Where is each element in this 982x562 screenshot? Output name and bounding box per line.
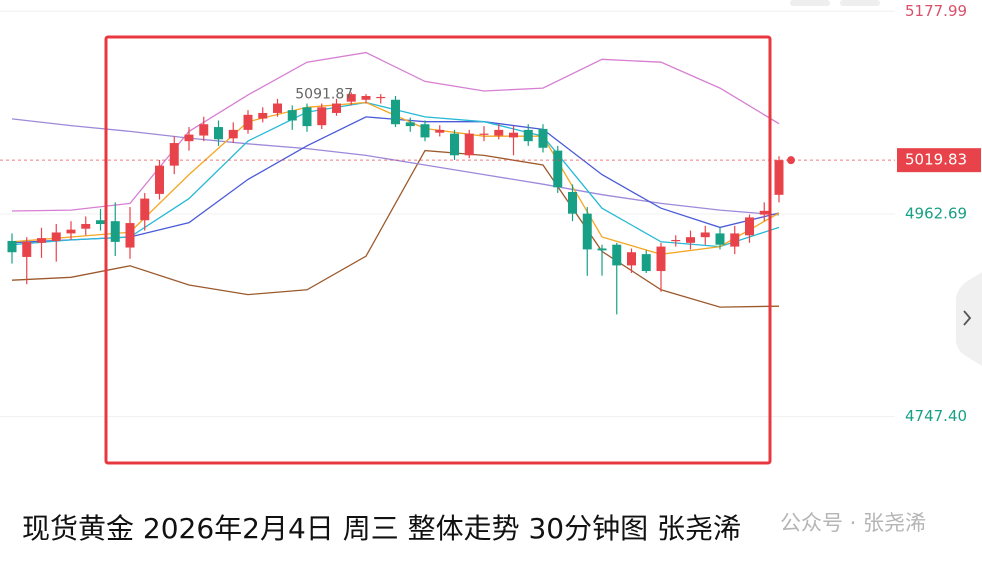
- candle-body: [568, 192, 577, 214]
- candle-body: [523, 129, 533, 142]
- candle-body: [715, 233, 725, 245]
- candle-body: [450, 133, 459, 156]
- caption: 现货黄金 2026年2月4日 周三 整体走势 30分钟图 张尧浠: [22, 512, 741, 545]
- highlight-box: [104, 35, 772, 465]
- candle-body: [686, 237, 695, 243]
- candle-body: [494, 129, 504, 136]
- scroll-button[interactable]: [956, 272, 982, 366]
- candle-body: [553, 150, 563, 188]
- current-price-dot: [787, 156, 795, 165]
- candle-body: [214, 127, 223, 140]
- y-tick-label: 5177.99: [905, 2, 967, 20]
- candle-body: [759, 210, 769, 215]
- watermark: 公众号 · 张尧浠: [780, 511, 926, 535]
- candle-body: [597, 248, 607, 251]
- candle-body: [700, 232, 710, 238]
- candle-body: [155, 165, 164, 194]
- candle-body: [745, 217, 754, 236]
- candle-body: [627, 252, 636, 266]
- candle-body: [730, 233, 740, 247]
- candle-body: [435, 129, 445, 133]
- candle-body: [376, 96, 386, 99]
- plot-area: 5091.87: [0, 10, 895, 418]
- toolbar-button[interactable]: [840, 0, 880, 6]
- candle-body: [184, 134, 194, 142]
- candle-body: [258, 112, 268, 119]
- high-label: 5091.87: [295, 86, 353, 102]
- candle-body: [464, 133, 474, 156]
- candle-body: [273, 103, 282, 113]
- indicator-line: [11, 149, 780, 308]
- candle-body: [37, 238, 46, 243]
- candle-body: [51, 232, 61, 241]
- candle-body: [199, 124, 209, 136]
- candle-body: [641, 254, 651, 272]
- candle-body: [332, 103, 341, 113]
- candle-body: [125, 223, 135, 248]
- candle-body: [346, 94, 356, 102]
- candle-body: [420, 124, 430, 138]
- candle-body: [656, 246, 666, 272]
- candle-body: [287, 110, 297, 121]
- candle-body: [774, 160, 784, 195]
- indicator-line: [11, 51, 780, 212]
- candle-body: [405, 122, 415, 127]
- candle-body: [140, 198, 150, 221]
- candle-body: [317, 107, 327, 126]
- y-tick-label: 4747.40: [905, 407, 967, 425]
- candle-body: [479, 133, 489, 135]
- candle-body: [361, 96, 371, 100]
- candle-body: [509, 132, 518, 138]
- y-tick-label: 4962.69: [905, 204, 967, 222]
- candle-body: [96, 220, 105, 224]
- candle-body: [612, 244, 622, 266]
- candle-body: [228, 129, 238, 139]
- candle-body: [81, 224, 91, 229]
- candle-body: [671, 240, 681, 242]
- current-price-label: 5019.83: [905, 151, 967, 169]
- candle-body: [391, 99, 400, 125]
- candle-body: [169, 143, 179, 166]
- candle-body: [7, 240, 17, 253]
- candle-body: [22, 241, 32, 257]
- candle-body: [582, 213, 592, 250]
- chevron-icon[interactable]: [963, 310, 972, 326]
- current-price-box: [897, 148, 981, 173]
- candle-body: [66, 229, 76, 234]
- candle-body: [243, 114, 253, 130]
- candle-body: [110, 221, 120, 242]
- candle-body: [538, 128, 548, 148]
- toolbar-button[interactable]: [790, 0, 830, 6]
- candle-body: [302, 107, 312, 127]
